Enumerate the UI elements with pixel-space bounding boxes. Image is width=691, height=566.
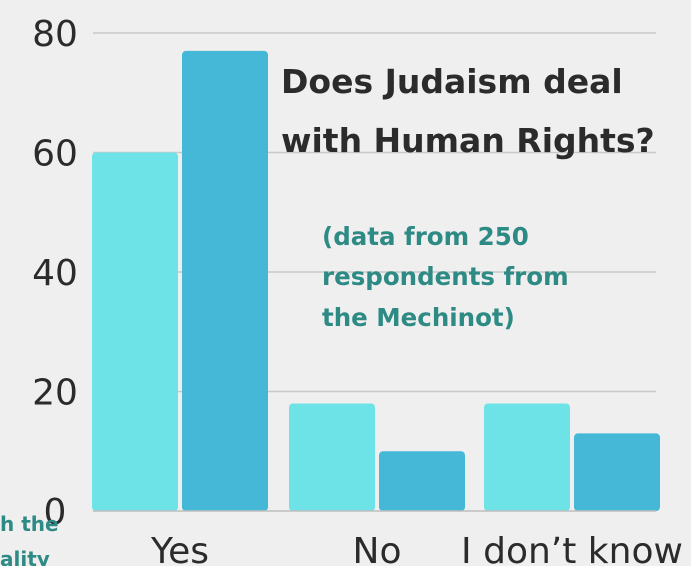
cut-off-note-line-1: h the xyxy=(0,512,59,536)
y-tick-label-40: 40 xyxy=(32,253,78,294)
chart-subtitle-line-2: respondents from xyxy=(322,262,569,291)
cut-off-note-line-2: ality xyxy=(0,547,50,566)
bars xyxy=(92,50,660,512)
bar-yes-series-2 xyxy=(182,50,268,512)
y-tick-label-0: 0 xyxy=(44,492,67,533)
y-tick-label-80: 80 xyxy=(32,14,78,55)
y-tick-label-60: 60 xyxy=(32,134,78,175)
bar-no-series-2 xyxy=(379,451,465,511)
x-category-label-1: Yes xyxy=(150,531,209,566)
x-category-label-3: I don’t know xyxy=(461,531,683,566)
bar-yes-series-1 xyxy=(92,152,178,511)
chart-title-line-2: with Human Rights? xyxy=(281,121,655,160)
x-category-label-2: No xyxy=(353,531,402,566)
chart-subtitle-line-1: (data from 250 xyxy=(322,222,529,251)
bar-i-don-t-know-series-2 xyxy=(574,433,660,511)
axes: 0 20 40 60 80 Yes No I don’t know xyxy=(32,14,683,566)
y-tick-label-20: 20 xyxy=(32,373,78,414)
bar-i-don-t-know-series-1 xyxy=(484,403,570,511)
bar-no-series-1 xyxy=(289,403,375,511)
chart-subtitle-line-3: the Mechinot) xyxy=(322,303,515,332)
chart-title-line-1: Does Judaism deal xyxy=(281,62,623,101)
